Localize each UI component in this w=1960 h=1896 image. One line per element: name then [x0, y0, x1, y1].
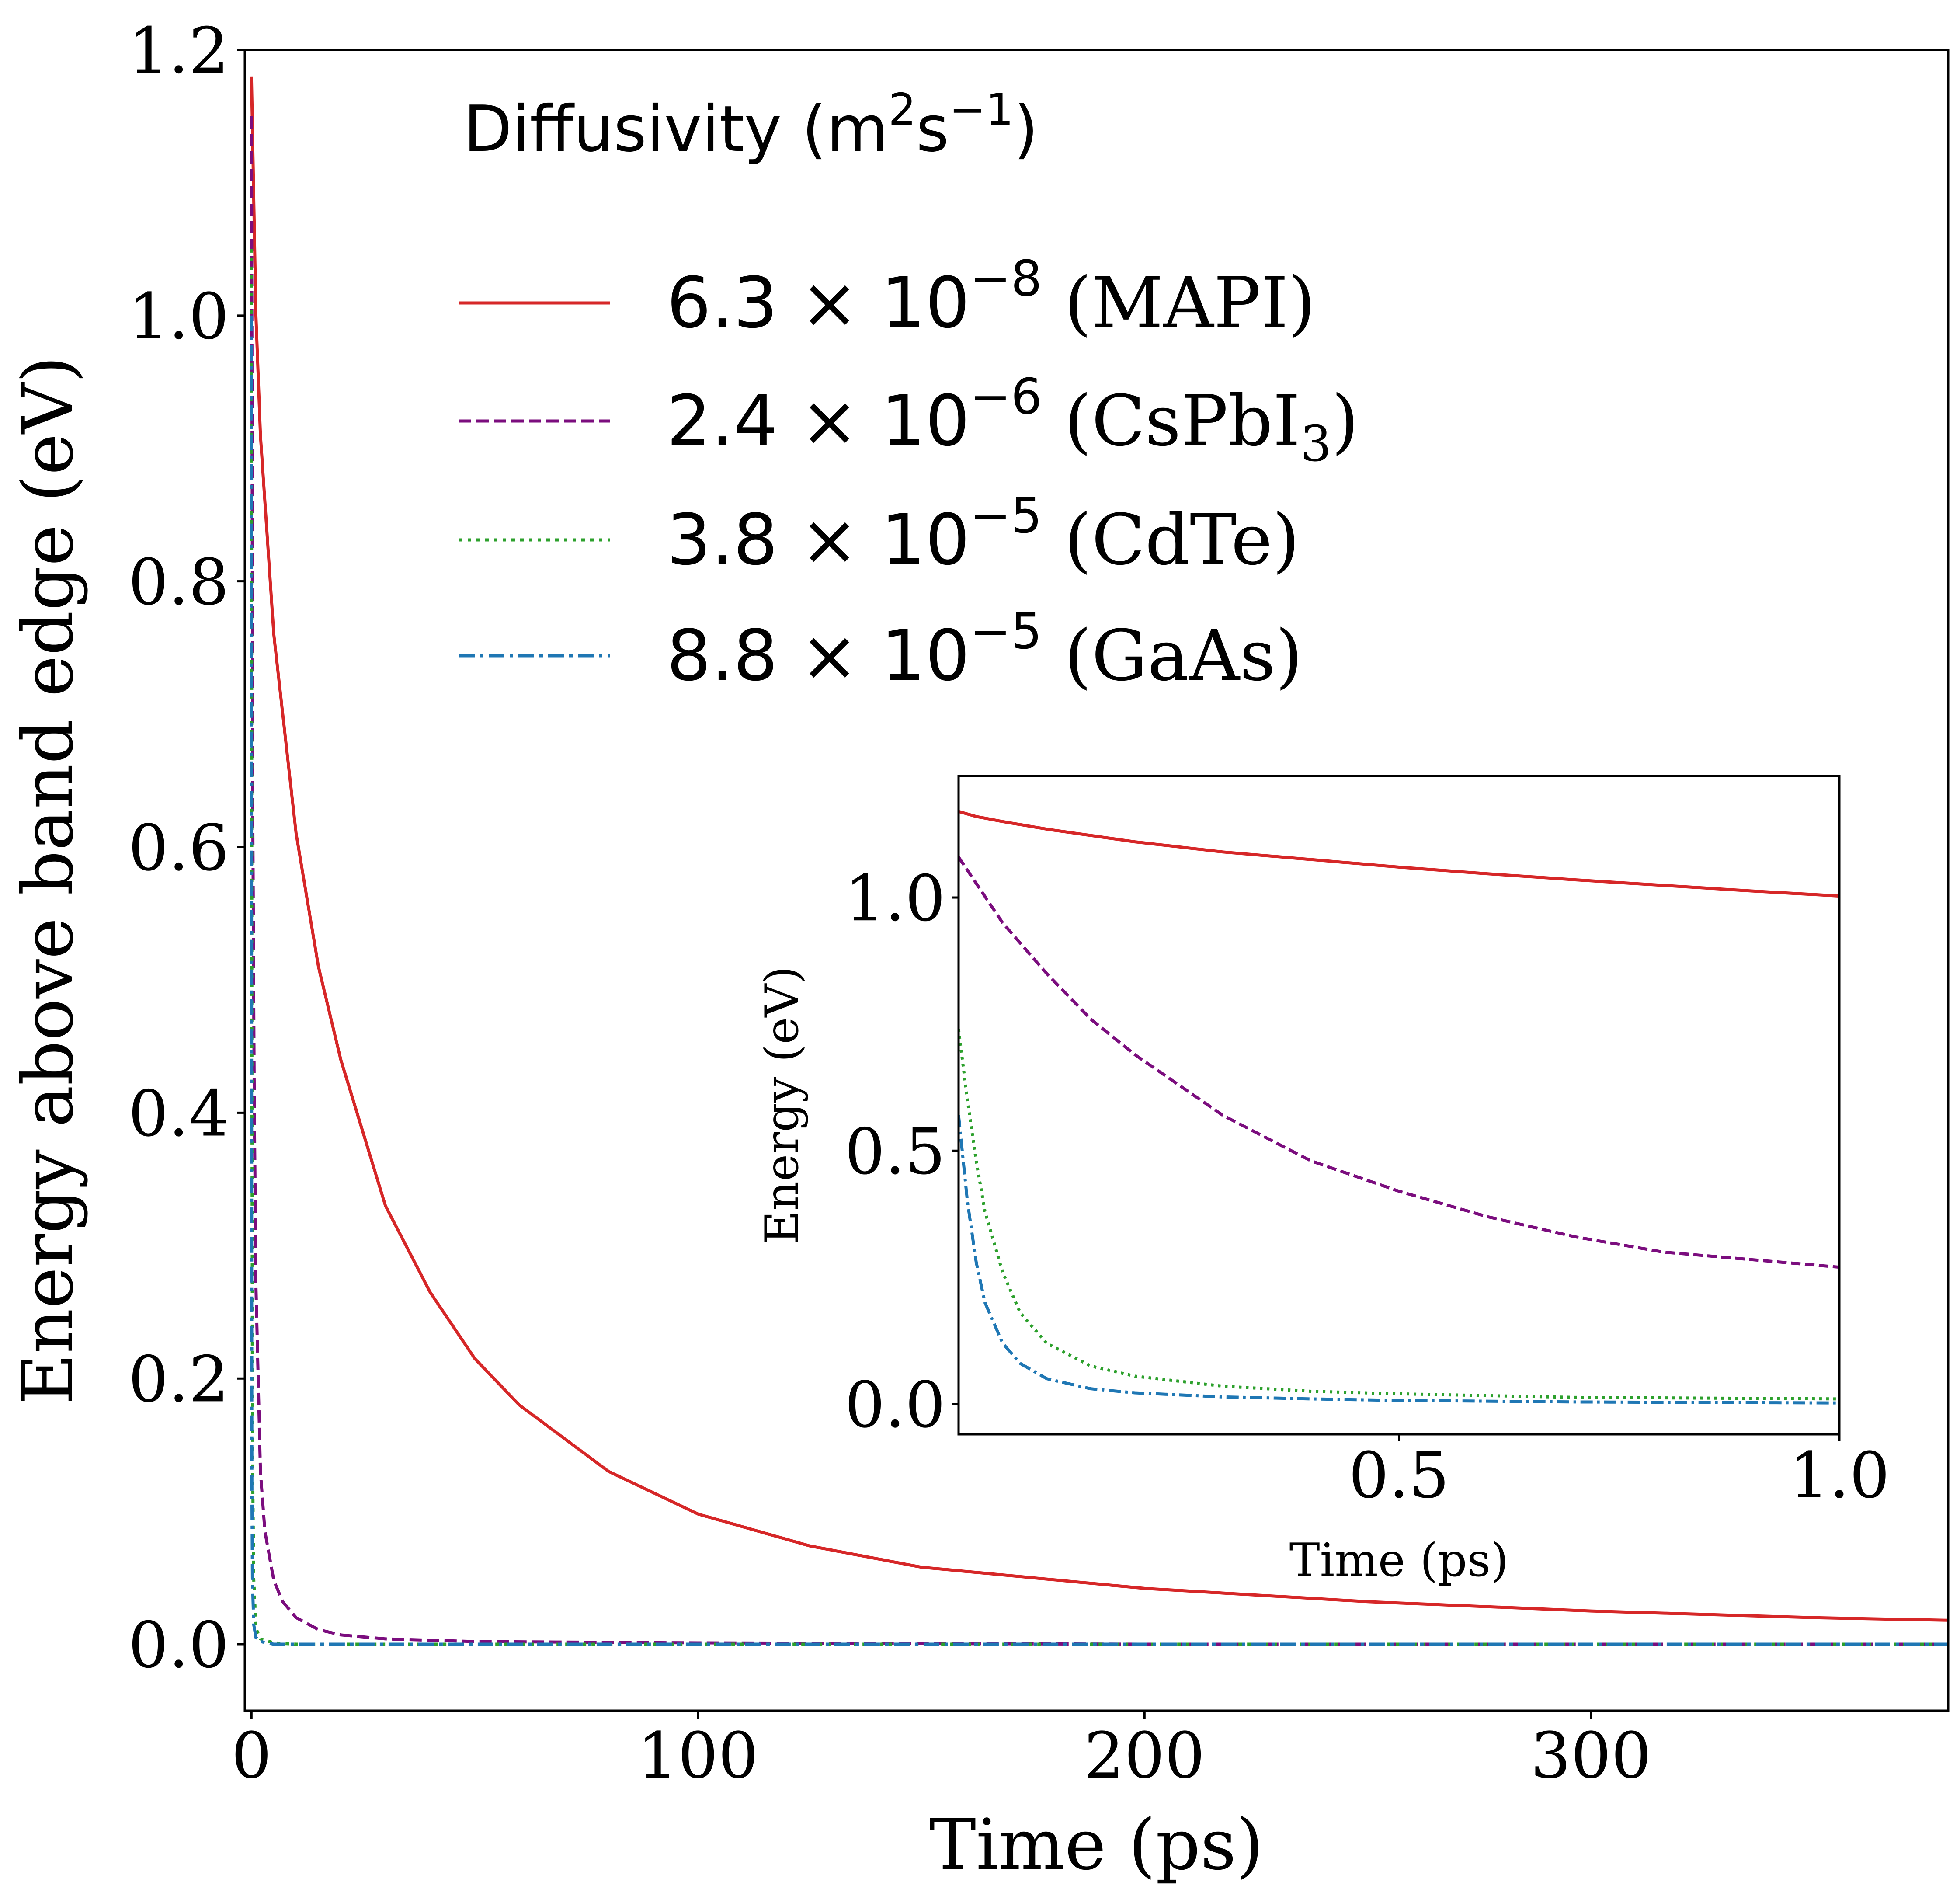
inset-x-tick-label: 0.5 — [1348, 1439, 1449, 1513]
legend-entry-cspbi3: 2.4 × 10−6 (CsPbI3) — [459, 369, 1359, 473]
inset-chart: 0.5 1.0 0.0 0.5 1.0 Time (ps) Energy (eV) — [755, 775, 1890, 1587]
main-series-group — [250, 76, 1948, 1646]
inset-series-line-1 — [959, 856, 1839, 1269]
main-y-tick-label: 0.2 — [128, 1343, 229, 1416]
inset-series-line-3 — [959, 1115, 1839, 1405]
main-series-line-cspbi3 — [250, 116, 1948, 1646]
main-x-tick-label: 200 — [1084, 1719, 1205, 1793]
legend: Diffusivity (m2s−1) 6.3 × 10−8 (MAPI) 2.4 … — [459, 84, 1359, 696]
legend-label-gaas: 8.8 × 10−5 (GaAs) — [667, 603, 1303, 696]
inset-series-line-2 — [959, 1029, 1839, 1401]
main-y-tick-label: 1.0 — [128, 280, 229, 354]
inset-y-tick-label: 1.0 — [844, 862, 945, 936]
main-y-tick-label: 0.6 — [128, 811, 229, 885]
legend-entry-cdte: 3.8 × 10−5 (CdTe) — [459, 487, 1300, 581]
main-x-tick-label: 300 — [1530, 1719, 1651, 1793]
legend-title: Diffusivity (m2s−1) — [463, 84, 1038, 166]
main-y-tick-label: 0.8 — [128, 546, 229, 619]
main-plot-frame — [243, 49, 1950, 1712]
legend-entry-mapi: 6.3 × 10−8 (MAPI) — [459, 250, 1316, 344]
legend-entry-gaas: 8.8 × 10−5 (GaAs) — [459, 603, 1303, 696]
main-series-line-gaas — [250, 315, 1948, 1646]
main-chart: 0 100 200 300 0.0 0.2 0.4 0.6 0.8 1.0 1.2 Time (ps)… — [7, 14, 1950, 1886]
inset-series-group — [959, 810, 1839, 1405]
inset-y-tick-label: 0.5 — [844, 1115, 945, 1189]
inset-x-axis-label: Time (ps) — [1289, 1534, 1509, 1587]
inset-x-tick-label: 1.0 — [1789, 1439, 1890, 1513]
main-y-tick-label: 1.2 — [128, 14, 229, 88]
legend-label-mapi: 6.3 × 10−8 (MAPI) — [667, 250, 1316, 344]
main-x-axis-label: Time (ps) — [929, 1804, 1264, 1886]
main-x-tick-label: 0 — [231, 1719, 271, 1793]
main-y-tick-label: 0.4 — [128, 1077, 229, 1151]
legend-label-cdte: 3.8 × 10−5 (CdTe) — [667, 487, 1300, 581]
main-x-tick-label: 100 — [637, 1719, 758, 1793]
main-y-tick-label: 0.0 — [128, 1608, 229, 1682]
main-y-axis-label: Energy above band edge (eV) — [7, 356, 89, 1405]
main-series-line-mapi — [250, 76, 1948, 1622]
inset-series-line-0 — [959, 810, 1839, 898]
inset-y-axis-label: Energy (eV) — [755, 966, 809, 1244]
inset-y-tick-label: 0.0 — [844, 1368, 945, 1442]
legend-label-cspbi3: 2.4 × 10−6 (CsPbI3) — [667, 369, 1359, 473]
